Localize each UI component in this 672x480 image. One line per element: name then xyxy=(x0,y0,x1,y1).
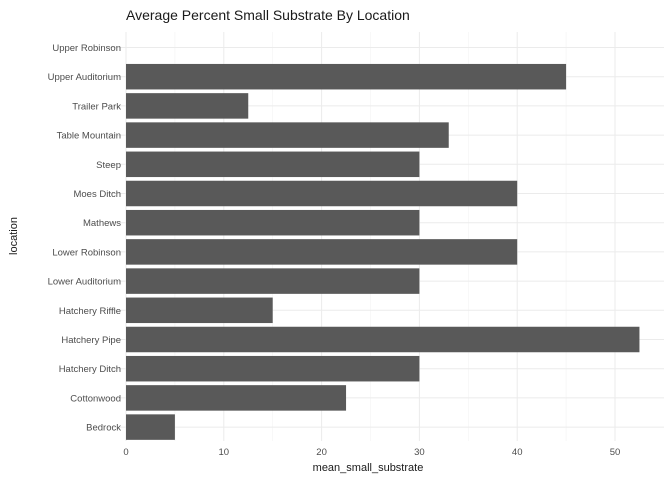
y-tick-label: Trailer Park xyxy=(72,101,121,112)
bars xyxy=(126,63,640,440)
y-axis-label: location xyxy=(8,217,20,255)
y-tick-label: Cottonwood xyxy=(70,393,121,404)
bar xyxy=(126,414,175,440)
bar xyxy=(126,268,420,294)
x-tick-label: 20 xyxy=(316,447,327,458)
bar xyxy=(126,122,449,148)
x-tick-labels: 0 10 20 30 40 50 xyxy=(123,447,620,458)
y-tick-label: Lower Auditorium xyxy=(48,277,121,288)
x-tick-label: 0 xyxy=(123,447,128,458)
bar xyxy=(126,151,420,178)
y-tick-label: Hatchery Ditch xyxy=(59,364,121,375)
x-tick-label: 30 xyxy=(414,447,425,458)
x-tick-label: 40 xyxy=(512,447,523,458)
bar xyxy=(126,326,640,353)
y-tick-label: Bedrock xyxy=(86,423,121,434)
bar xyxy=(126,93,249,119)
y-tick-label: Moes Ditch xyxy=(73,189,121,200)
y-tick-label: Steep xyxy=(96,160,121,171)
y-tick-label: Lower Robinson xyxy=(52,247,121,258)
bar xyxy=(126,180,518,207)
y-tick-label: Upper Robinson xyxy=(52,43,121,54)
x-tick-label: 10 xyxy=(219,447,230,458)
y-tick-label: Hatchery Riffle xyxy=(59,306,121,317)
y-tick-label: Hatchery Pipe xyxy=(61,335,121,346)
y-tick-label: Mathews xyxy=(83,218,121,229)
bar xyxy=(126,297,273,324)
y-tick-labels: Bedrock Cottonwood Hatchery Ditch Hatchery … xyxy=(48,43,122,434)
bar xyxy=(126,355,420,382)
x-tick-label: 50 xyxy=(610,447,621,458)
bar xyxy=(126,239,518,265)
bar xyxy=(126,209,420,236)
bar xyxy=(126,385,347,411)
x-axis-label: mean_small_substrate xyxy=(313,462,424,474)
y-tick-label: Upper Auditorium xyxy=(48,72,121,83)
chart-title: Average Percent Small Substrate By Locat… xyxy=(126,7,410,23)
bar xyxy=(126,63,567,90)
y-tick-label: Table Mountain xyxy=(57,131,121,142)
